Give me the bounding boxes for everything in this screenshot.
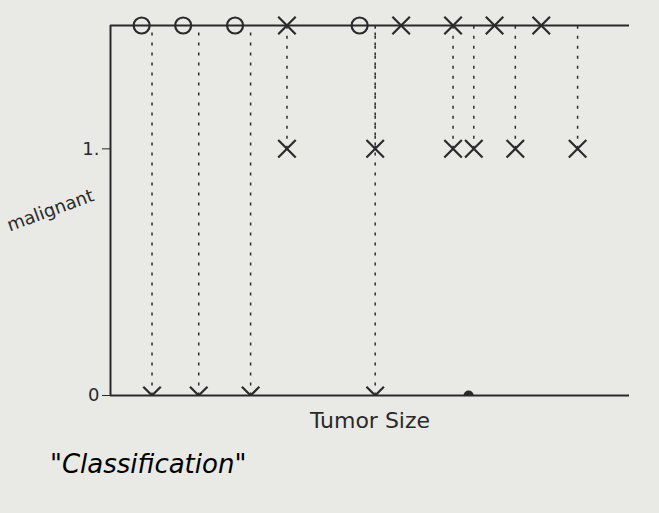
svg-text:malignant: malignant — [4, 184, 97, 235]
html-text:"Classification": "Classification" — [50, 449, 247, 479]
svg-text:Tumor Size: Tumor Size — [309, 408, 430, 433]
svg-text:1.: 1. — [82, 138, 99, 159]
svg-text:0: 0 — [88, 384, 99, 405]
